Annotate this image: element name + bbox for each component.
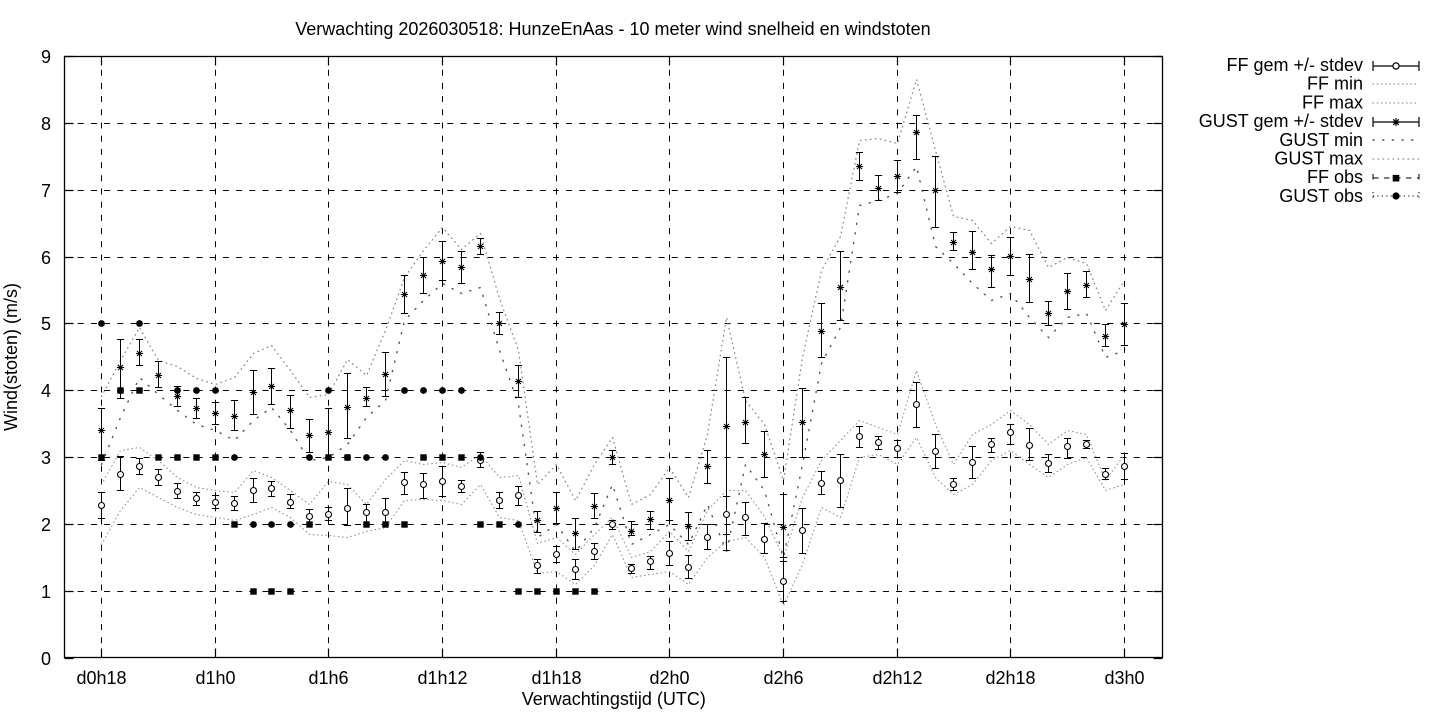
svg-text:2: 2 [41, 515, 51, 535]
svg-text:Verwachting 2026030518: HunzeE: Verwachting 2026030518: HunzeEnAas - 10 … [295, 19, 930, 39]
svg-text:d1h12: d1h12 [417, 668, 467, 688]
svg-text:d3h0: d3h0 [1104, 668, 1144, 688]
svg-text:3: 3 [41, 448, 51, 468]
svg-text:4: 4 [41, 381, 51, 401]
svg-text:d2h6: d2h6 [763, 668, 803, 688]
svg-text:d2h18: d2h18 [985, 668, 1035, 688]
svg-text:7: 7 [41, 181, 51, 201]
svg-text:GUST max: GUST max [1274, 149, 1363, 169]
svg-text:GUST gem +/- stdev: GUST gem +/- stdev [1199, 111, 1363, 131]
svg-text:FF max: FF max [1302, 92, 1363, 112]
svg-text:9: 9 [41, 47, 51, 67]
svg-text:Verwachtingstijd (UTC): Verwachtingstijd (UTC) [522, 689, 706, 709]
svg-text:0: 0 [41, 649, 51, 669]
svg-text:d1h6: d1h6 [308, 668, 348, 688]
svg-text:GUST obs: GUST obs [1279, 186, 1363, 206]
svg-text:d2h0: d2h0 [649, 668, 689, 688]
svg-text:d1h0: d1h0 [195, 668, 235, 688]
svg-text:d0h18: d0h18 [76, 668, 126, 688]
svg-text:FF min: FF min [1307, 74, 1363, 94]
svg-text:FF gem +/- stdev: FF gem +/- stdev [1226, 55, 1363, 75]
svg-text:GUST min: GUST min [1279, 130, 1363, 150]
svg-text:6: 6 [41, 248, 51, 268]
svg-text:5: 5 [41, 314, 51, 334]
svg-text:8: 8 [41, 114, 51, 134]
svg-text:d2h12: d2h12 [872, 668, 922, 688]
svg-text:FF obs: FF obs [1307, 167, 1363, 187]
svg-text:d1h18: d1h18 [531, 668, 581, 688]
svg-text:Wind(stoten) (m/s): Wind(stoten) (m/s) [1, 283, 21, 431]
svg-text:1: 1 [41, 582, 51, 602]
